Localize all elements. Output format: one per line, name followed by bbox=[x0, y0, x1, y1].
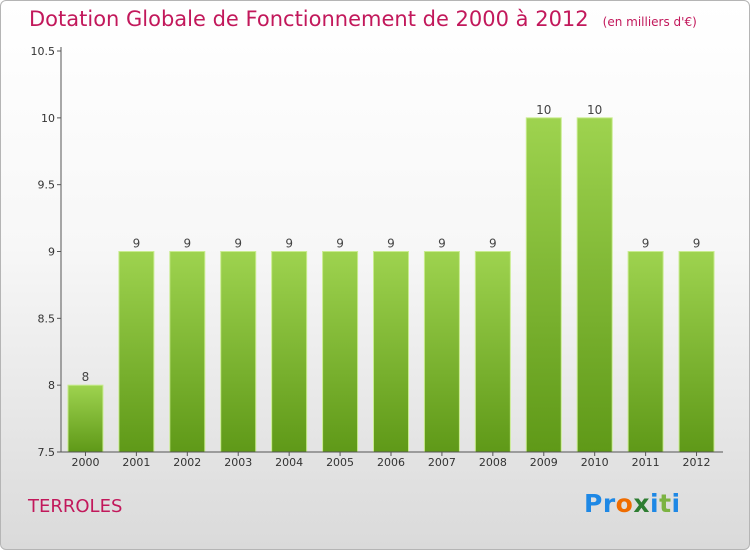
y-tick-label: 7.5 bbox=[38, 446, 56, 459]
y-tick-label: 8 bbox=[48, 379, 55, 392]
logo-letter: r bbox=[602, 489, 616, 518]
logo-letter: i bbox=[671, 489, 681, 518]
axes-layer: 2000 2001 2002 2003 2004 2005 2006 2007 2008 2009… bbox=[31, 45, 723, 469]
bar-2003 bbox=[220, 251, 257, 453]
bar-2001 bbox=[118, 251, 155, 453]
bar-value-label: 9 bbox=[642, 237, 650, 251]
x-tick-label: 2001 bbox=[122, 456, 150, 469]
x-tick-label: 2011 bbox=[632, 456, 660, 469]
logo-letter: P bbox=[584, 489, 603, 518]
bar-2012 bbox=[678, 251, 715, 453]
bar-2008 bbox=[474, 251, 511, 453]
bar-2006 bbox=[373, 251, 409, 453]
logo-letter: t bbox=[659, 489, 672, 518]
x-tick-label: 2007 bbox=[428, 456, 456, 469]
x-tick-label: 2003 bbox=[224, 456, 252, 469]
bar-2004 bbox=[271, 251, 308, 453]
bar-value-label: 8 bbox=[82, 370, 90, 384]
x-tick-label: 2000 bbox=[71, 456, 99, 469]
bar-value-label: 9 bbox=[387, 237, 395, 251]
x-tick-label: 2010 bbox=[581, 456, 609, 469]
bar-value-label: 9 bbox=[285, 237, 293, 251]
bar-2005 bbox=[322, 251, 359, 453]
chart-title: Dotation Globale de Fonctionnement de 20… bbox=[29, 7, 589, 31]
y-tick-label: 8.5 bbox=[38, 312, 56, 325]
x-tick-label: 2008 bbox=[479, 456, 507, 469]
bar-2000 bbox=[67, 384, 104, 453]
y-tick-label: 9.5 bbox=[38, 179, 56, 192]
logo-letter: o bbox=[615, 489, 634, 518]
bar-2011 bbox=[627, 251, 664, 453]
x-tick-label: 2002 bbox=[173, 456, 201, 469]
chart-title-block: Dotation Globale de Fonctionnement de 20… bbox=[29, 7, 697, 31]
bar-value-label: 9 bbox=[693, 237, 701, 251]
bar-value-label: 10 bbox=[536, 103, 551, 117]
bar-value-label: 9 bbox=[183, 237, 191, 251]
bars-layer: 8 9 9 9 9 9 9 9 9 10 10 9 9 bbox=[67, 103, 715, 453]
y-tick-label: 10.5 bbox=[31, 45, 56, 58]
proxiti-logo: Proxiti bbox=[584, 489, 681, 518]
bar-value-label: 9 bbox=[438, 237, 446, 251]
y-tick-label: 10 bbox=[41, 112, 55, 125]
bar-2007 bbox=[423, 251, 460, 453]
bar-2010 bbox=[576, 117, 613, 453]
bar-value-label: 9 bbox=[234, 237, 242, 251]
commune-name: TERROLES bbox=[28, 496, 123, 517]
x-tick-label: 2012 bbox=[683, 456, 711, 469]
bar-value-label: 10 bbox=[587, 103, 602, 117]
x-tick-label: 2005 bbox=[326, 456, 354, 469]
unit-note: (en milliers d'€) bbox=[602, 15, 697, 29]
bar-chart: 8 9 9 9 9 9 9 9 9 10 10 9 9 2000 2001 2002 2003 2004 2005… bbox=[31, 45, 723, 469]
x-tick-label: 2009 bbox=[530, 456, 558, 469]
bar-value-label: 9 bbox=[489, 237, 497, 251]
bar-value-label: 9 bbox=[133, 237, 141, 251]
y-tick-label: 9 bbox=[48, 246, 55, 259]
bar-2009 bbox=[525, 117, 562, 453]
bar-2002 bbox=[169, 251, 206, 453]
logo-letter: i bbox=[650, 489, 660, 518]
x-tick-label: 2004 bbox=[275, 456, 303, 469]
logo-letter: x bbox=[633, 489, 650, 518]
x-tick-label: 2006 bbox=[377, 456, 405, 469]
bar-value-label: 9 bbox=[336, 237, 344, 251]
